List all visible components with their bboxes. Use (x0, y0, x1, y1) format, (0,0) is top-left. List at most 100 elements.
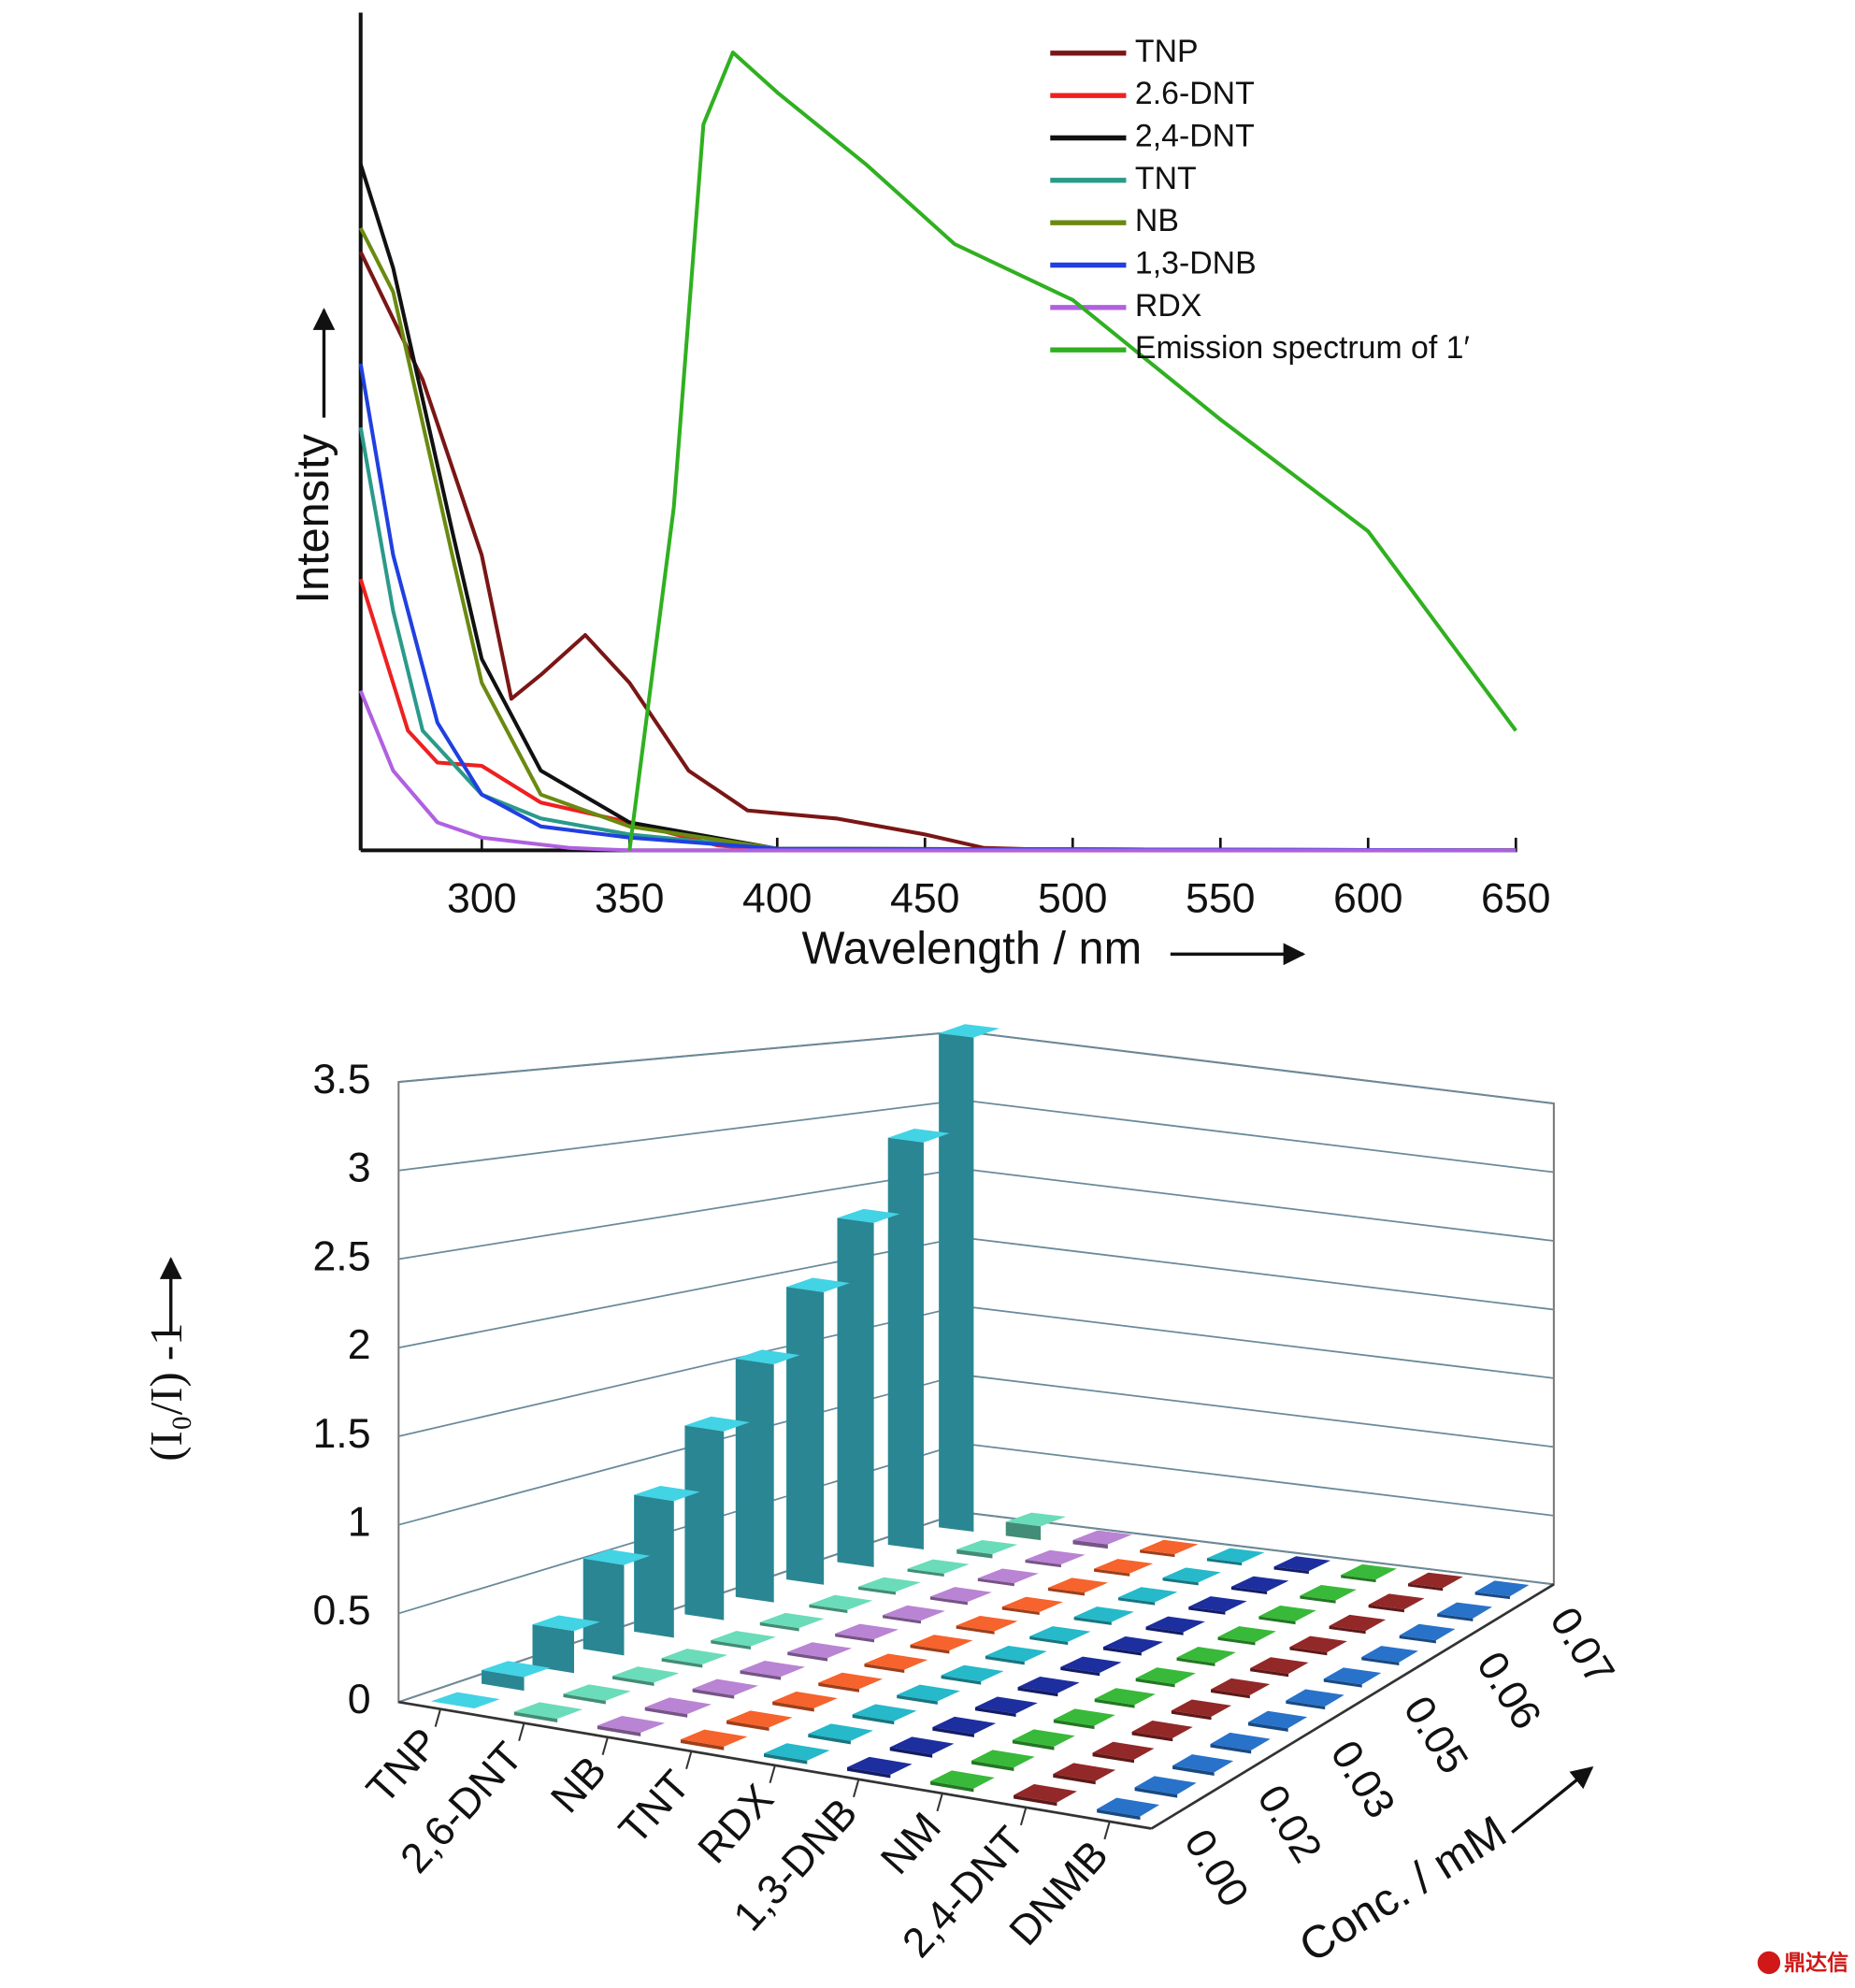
bar-top (787, 1642, 853, 1659)
bar-top (956, 1616, 1018, 1632)
bar-front (1474, 1592, 1510, 1600)
bar-front (644, 1707, 688, 1718)
bar-front (809, 1604, 848, 1614)
bar (661, 1649, 728, 1668)
bar-front (1134, 1787, 1178, 1798)
bar (1230, 1576, 1289, 1594)
bar-top (513, 1702, 583, 1720)
bar-front (764, 1753, 808, 1765)
bar-front (985, 1655, 1025, 1665)
bar-top (1171, 1699, 1232, 1717)
bar (858, 1577, 921, 1595)
bar (1097, 1797, 1160, 1821)
bar-front (975, 1707, 1016, 1717)
x-tick-label: 300 (447, 875, 516, 921)
bar-front (1145, 1626, 1184, 1635)
bar (482, 1661, 551, 1692)
bar (1029, 1626, 1091, 1646)
bar-top (1053, 1708, 1115, 1726)
bar-top (1102, 1636, 1164, 1653)
bar-top (1172, 1754, 1234, 1773)
x-tick (1019, 1807, 1028, 1826)
bar-top (1014, 1783, 1077, 1803)
bar-top (847, 1756, 913, 1775)
bar (430, 1692, 500, 1709)
bar-top (910, 1635, 973, 1651)
bar (1131, 1721, 1193, 1742)
bar (1286, 1689, 1345, 1710)
x-tick-label: 600 (1333, 875, 1402, 921)
bar-front (1323, 1678, 1362, 1688)
bar-front (597, 1725, 641, 1736)
legend-label: 2.6-DNT (1135, 76, 1255, 111)
bar-top (971, 1750, 1035, 1768)
bar-front (582, 1558, 625, 1656)
series-line (358, 578, 1517, 853)
bar (1172, 1754, 1234, 1777)
bar-top (1131, 1721, 1193, 1738)
z-axis-label: Conc. / mM (1291, 1807, 1516, 1973)
bar-front (1012, 1739, 1055, 1750)
bar-top (1072, 1530, 1132, 1545)
bar (971, 1750, 1035, 1772)
left-wall (397, 1030, 963, 1704)
bar-front (1211, 1689, 1250, 1699)
bar-front (692, 1688, 735, 1699)
bar-front (1171, 1710, 1212, 1721)
bar-top (726, 1710, 793, 1728)
legend-label: 2,4-DNT (1135, 118, 1255, 153)
bar (1289, 1635, 1347, 1656)
bar-top (883, 1605, 945, 1621)
bar-front (837, 1217, 874, 1567)
x-tick-label: 550 (1186, 875, 1255, 921)
bar-top (1012, 1729, 1075, 1747)
bar-top (634, 1486, 700, 1502)
bar (1368, 1593, 1425, 1613)
bar-front (1072, 1539, 1108, 1549)
x-tick (853, 1779, 860, 1798)
bar-front (1094, 1698, 1135, 1708)
series-line (358, 689, 1517, 853)
x-tick (518, 1722, 525, 1741)
bar-top (1094, 1559, 1154, 1574)
bar-top (1329, 1614, 1387, 1632)
y-tick-label: 2.5 (312, 1233, 370, 1279)
bar-front (759, 1621, 799, 1632)
z-arrow (1511, 1766, 1594, 1834)
watermark: 鼎达信 (1784, 1950, 1848, 1974)
bar-front (941, 1675, 982, 1685)
bar-front (818, 1682, 859, 1693)
bar-front (786, 1287, 825, 1585)
bar (1437, 1602, 1492, 1621)
bar-front (772, 1701, 814, 1712)
bar-front (1258, 1616, 1296, 1625)
bar-top (809, 1594, 873, 1610)
bar-front (1097, 1808, 1141, 1821)
bar (740, 1661, 806, 1680)
bar (1206, 1548, 1265, 1566)
bar-top (858, 1577, 921, 1592)
y-tick-label: 3.5 (312, 1057, 370, 1102)
bar-top (956, 1539, 1018, 1554)
bar-front (634, 1494, 674, 1638)
bar (1162, 1567, 1221, 1586)
x-tick-label: 350 (595, 875, 664, 921)
bar-front (1131, 1731, 1173, 1742)
bar (932, 1716, 997, 1737)
x-tick (936, 1793, 943, 1812)
bar (1001, 1596, 1063, 1616)
bar-top (1407, 1572, 1463, 1589)
bar-front (1230, 1586, 1268, 1594)
bar (930, 1770, 995, 1793)
bar (1118, 1587, 1178, 1606)
bar (864, 1653, 928, 1674)
bar-top (1273, 1556, 1331, 1572)
bar-top (786, 1277, 850, 1292)
bar (1361, 1646, 1418, 1666)
bar-front (883, 1615, 921, 1624)
bar (883, 1605, 945, 1624)
bar-top (759, 1612, 825, 1629)
bar (910, 1635, 973, 1654)
bar-front (887, 1137, 924, 1549)
